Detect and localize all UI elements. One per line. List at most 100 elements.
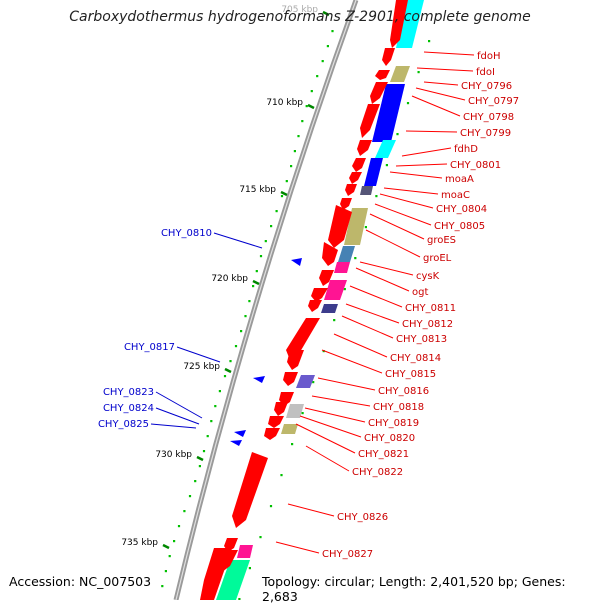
tick-mark bbox=[307, 103, 315, 110]
gc-dot bbox=[244, 315, 247, 318]
label-leader bbox=[401, 147, 452, 157]
label-leader bbox=[349, 285, 403, 308]
gc-dot bbox=[255, 270, 258, 273]
gc-dot bbox=[321, 60, 324, 63]
gc-dot bbox=[275, 210, 278, 213]
gc-dot bbox=[291, 443, 294, 446]
label-leader bbox=[176, 346, 221, 363]
gc-dot bbox=[198, 465, 201, 468]
map-title: Carboxydothermus hydrogenoformans Z-2901… bbox=[69, 9, 531, 25]
label-leader bbox=[395, 163, 448, 167]
gc-dot bbox=[417, 71, 420, 74]
label-leader bbox=[333, 333, 388, 358]
gene-label-chy_0822: CHY_0822 bbox=[352, 467, 403, 478]
label-leader bbox=[383, 187, 439, 195]
gene-label-chy_0814: CHY_0814 bbox=[390, 353, 441, 364]
gene-label-chy_0801: CHY_0801 bbox=[450, 160, 501, 171]
gene-label-chy_0825: CHY_0825 bbox=[98, 419, 149, 430]
accession-text: Accession: NC_007503 bbox=[9, 574, 152, 589]
gene-label-fdhd: fdhD bbox=[454, 144, 478, 155]
kbp-tick-labels: 705 kbp 710 kbp 715 kbp 720 kbp 725 kbp 730 k… bbox=[121, 5, 318, 548]
right-gene-labels: fdoH fdoI CHY_0796 CHY_0797 CHY_0798 CHY_0799… bbox=[275, 51, 519, 560]
gene-label-chy_0797: CHY_0797 bbox=[468, 96, 519, 107]
gene-label-fdoh: fdoH bbox=[477, 51, 501, 62]
tick-label: 735 kbp bbox=[121, 538, 158, 548]
gc-dot bbox=[206, 435, 209, 438]
tick-label: 705 kbp bbox=[281, 5, 318, 15]
gene-label-chy_0805: CHY_0805 bbox=[434, 221, 485, 232]
gc-dot bbox=[297, 135, 300, 138]
gc-dot bbox=[293, 150, 296, 153]
label-leader bbox=[299, 415, 362, 438]
function-track bbox=[216, 0, 424, 600]
tick-label: 730 kbp bbox=[155, 450, 192, 460]
gc-dot bbox=[259, 255, 263, 258]
gene-arrows bbox=[200, 0, 408, 600]
reverse-gene-arrows bbox=[230, 258, 302, 446]
label-leader bbox=[415, 87, 466, 101]
gc-dot bbox=[280, 474, 283, 477]
kbp-tick-marks bbox=[162, 10, 330, 550]
gc-dot bbox=[269, 505, 273, 508]
gc-dot bbox=[223, 375, 227, 378]
gene-label-chy_0820: CHY_0820 bbox=[364, 433, 415, 444]
label-leader bbox=[355, 267, 410, 292]
gc-dot bbox=[301, 412, 304, 415]
gene-label-chy_0815: CHY_0815 bbox=[385, 369, 436, 380]
gc-dot bbox=[280, 195, 284, 198]
gc-dot bbox=[428, 40, 431, 43]
gene-label-cysk: cysK bbox=[416, 271, 440, 282]
tick-mark bbox=[280, 190, 288, 197]
gc-dot bbox=[343, 288, 346, 291]
gc-dot bbox=[252, 285, 255, 288]
gc-dot bbox=[229, 360, 232, 363]
label-leader bbox=[405, 130, 458, 133]
gc-dot bbox=[385, 164, 388, 167]
gc-dot bbox=[331, 30, 334, 33]
gc-dot bbox=[375, 195, 378, 198]
tick-mark bbox=[252, 279, 260, 286]
gene-label-chy_0823: CHY_0823 bbox=[103, 387, 154, 398]
gene-label-chy_0804: CHY_0804 bbox=[436, 204, 487, 215]
gc-dot bbox=[183, 510, 186, 513]
label-leader bbox=[411, 95, 461, 117]
label-leader bbox=[379, 193, 434, 209]
gc-dot bbox=[406, 102, 410, 105]
gc-dot bbox=[364, 226, 367, 229]
gene-label-moaa: moaA bbox=[445, 174, 474, 185]
gene-label-groel: groEL bbox=[423, 253, 452, 264]
gc-dot bbox=[218, 390, 221, 393]
gc-dot bbox=[264, 240, 267, 243]
label-leader bbox=[389, 171, 443, 179]
label-leader bbox=[416, 67, 474, 72]
tick-label: 715 kbp bbox=[239, 185, 276, 195]
gene-label-chy_0816: CHY_0816 bbox=[378, 386, 429, 397]
gene-label-chy_0826: CHY_0826 bbox=[337, 512, 388, 523]
gc-dot bbox=[161, 585, 164, 588]
tick-label: 720 kbp bbox=[211, 274, 248, 284]
label-leader bbox=[369, 213, 425, 240]
tick-label: 710 kbp bbox=[266, 98, 303, 108]
label-leader bbox=[287, 503, 335, 517]
label-leader bbox=[321, 349, 383, 374]
label-leader bbox=[374, 203, 432, 226]
gene-label-chy_0818: CHY_0818 bbox=[373, 402, 424, 413]
gene-label-chy_0824: CHY_0824 bbox=[103, 403, 154, 414]
gc-dot bbox=[234, 345, 238, 348]
gc-dot bbox=[354, 257, 357, 260]
gene-label-ogt: ogt bbox=[412, 287, 428, 298]
gc-dot bbox=[312, 381, 315, 384]
gene-label-chy_0813: CHY_0813 bbox=[396, 334, 447, 345]
gc-dot bbox=[177, 525, 181, 528]
left-gene-labels: CHY_0810 CHY_0817 CHY_0823 CHY_0824 CHY_0825 bbox=[98, 228, 263, 430]
gc-dot bbox=[316, 75, 319, 78]
gc-dot bbox=[238, 598, 241, 600]
label-leader bbox=[305, 445, 350, 472]
gc-dot bbox=[310, 90, 313, 93]
gc-dot bbox=[240, 330, 243, 333]
gc-dot bbox=[188, 495, 192, 498]
gene-label-chy_0799: CHY_0799 bbox=[460, 128, 511, 139]
gc-dot bbox=[396, 133, 399, 136]
gc-dot bbox=[168, 555, 171, 558]
